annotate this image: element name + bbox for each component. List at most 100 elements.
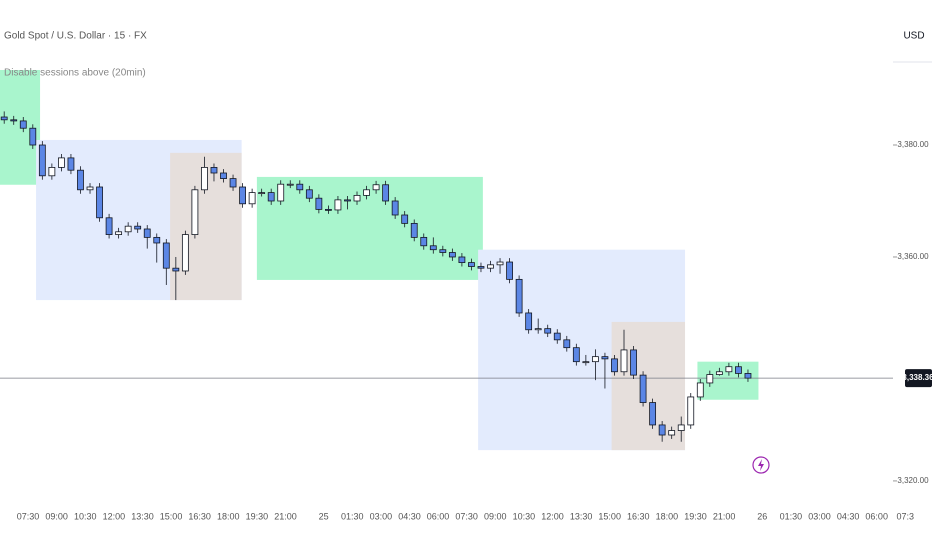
candle-body xyxy=(124,225,132,233)
indicator-label: Disable sessions above (20min) xyxy=(4,68,146,79)
candle-body xyxy=(77,169,84,191)
candle-body xyxy=(67,157,75,171)
candle-body xyxy=(448,252,456,258)
event-bolt[interactable] xyxy=(758,459,764,471)
candle-body xyxy=(601,356,609,360)
axis-layer: 07:30 09:00 10:30 12:00 13:30 15:00 16:30 18:00… xyxy=(17,140,932,521)
x-tick-label: 07:30 xyxy=(455,511,478,521)
candle-body xyxy=(248,192,256,205)
x-tick-label: 06:00 xyxy=(427,511,450,521)
candle-body xyxy=(277,183,285,202)
candle-body xyxy=(506,261,513,280)
candle-body xyxy=(220,172,227,179)
candle-body xyxy=(181,234,189,272)
y-tick-label: 3,360.00 xyxy=(897,252,929,261)
candle-body xyxy=(668,430,676,436)
candle-body xyxy=(525,312,533,331)
candle-body xyxy=(105,217,113,235)
candle-body xyxy=(487,264,494,269)
currency-label: USD xyxy=(903,31,924,42)
candle-body xyxy=(725,366,733,373)
x-tick-label: 03:00 xyxy=(808,511,831,521)
x-tick-label: 09:00 xyxy=(484,511,507,521)
x-tick-label: 04:30 xyxy=(398,511,421,521)
candle-body xyxy=(325,208,332,211)
candle-body xyxy=(439,249,447,253)
candle-body xyxy=(305,189,313,199)
x-tick-label: 19:30 xyxy=(246,511,269,521)
candle-body xyxy=(334,199,342,211)
candle-body xyxy=(687,396,695,426)
x-tick-label: 18:00 xyxy=(656,511,679,521)
candle-body xyxy=(677,424,685,431)
candle-body xyxy=(239,186,246,205)
x-tick-label: 10:30 xyxy=(74,511,97,521)
candle-body xyxy=(48,167,56,177)
x-tick-label: 21:00 xyxy=(713,511,736,521)
candle-body xyxy=(38,144,46,177)
candle-body xyxy=(639,374,647,403)
x-tick-label: 13:30 xyxy=(131,511,154,521)
candle-body xyxy=(19,120,27,129)
candle-body xyxy=(201,167,208,191)
event-icon[interactable] xyxy=(752,456,770,474)
candle-body xyxy=(344,199,351,202)
y-tick-label: 3,320.00 xyxy=(897,476,929,485)
candle-body xyxy=(696,382,704,398)
candle-body xyxy=(496,261,504,266)
x-tick-label: 10:30 xyxy=(513,511,536,521)
candle-body xyxy=(391,200,399,216)
chart-title: Gold Spot / U.S. Dollar · 15 · FX xyxy=(4,31,147,42)
y-tick-label: 3,380.00 xyxy=(897,140,929,149)
candle-body xyxy=(134,225,142,230)
candle-body xyxy=(553,332,561,341)
candle-body xyxy=(229,178,237,188)
x-tick-label: 04:30 xyxy=(837,511,860,521)
candle-body xyxy=(401,214,409,224)
candle-body xyxy=(372,184,380,191)
candle-body xyxy=(706,374,714,384)
candle-body xyxy=(153,236,161,244)
x-tick-label: 16:30 xyxy=(188,511,211,521)
price-axis-panel xyxy=(893,0,932,550)
x-tick-label: 16:30 xyxy=(627,511,650,521)
candle-body xyxy=(115,231,123,235)
candle-body xyxy=(563,339,571,349)
candle-body xyxy=(210,167,218,174)
candle-body xyxy=(591,356,599,363)
x-tick-label: 15:00 xyxy=(598,511,621,521)
x-tick-label: 07:30 xyxy=(17,511,40,521)
candle-body xyxy=(534,328,542,331)
candle-body xyxy=(0,116,8,121)
candle-body xyxy=(620,349,628,373)
candle-body xyxy=(363,189,370,196)
candle-body xyxy=(172,267,180,272)
candle-body xyxy=(429,245,437,251)
candle-body xyxy=(86,186,94,191)
x-tick-label: 12:00 xyxy=(541,511,564,521)
candle-body xyxy=(611,358,618,373)
candle-body xyxy=(572,347,580,363)
candle-body xyxy=(96,186,103,219)
candle-body xyxy=(715,371,723,375)
candle-body xyxy=(468,262,475,267)
x-tick-label: 09:00 xyxy=(45,511,68,521)
candle-body xyxy=(10,119,18,122)
candle-body xyxy=(544,328,552,334)
candle-body xyxy=(410,222,418,238)
candle-body xyxy=(382,184,390,202)
candle-body xyxy=(353,194,361,202)
candle-body xyxy=(420,236,428,247)
candles-layer xyxy=(0,111,752,442)
candle-body xyxy=(658,424,666,436)
candle-body xyxy=(29,127,37,146)
candle-body xyxy=(162,242,170,269)
candle-body xyxy=(315,197,323,210)
x-tick-label: 21:00 xyxy=(274,511,297,521)
x-tick-label: 01:30 xyxy=(341,511,364,521)
candle-body xyxy=(744,373,752,379)
last-price-label: 3,338.36 xyxy=(902,373,932,382)
candle-body xyxy=(515,278,523,314)
candle-body xyxy=(630,349,637,376)
